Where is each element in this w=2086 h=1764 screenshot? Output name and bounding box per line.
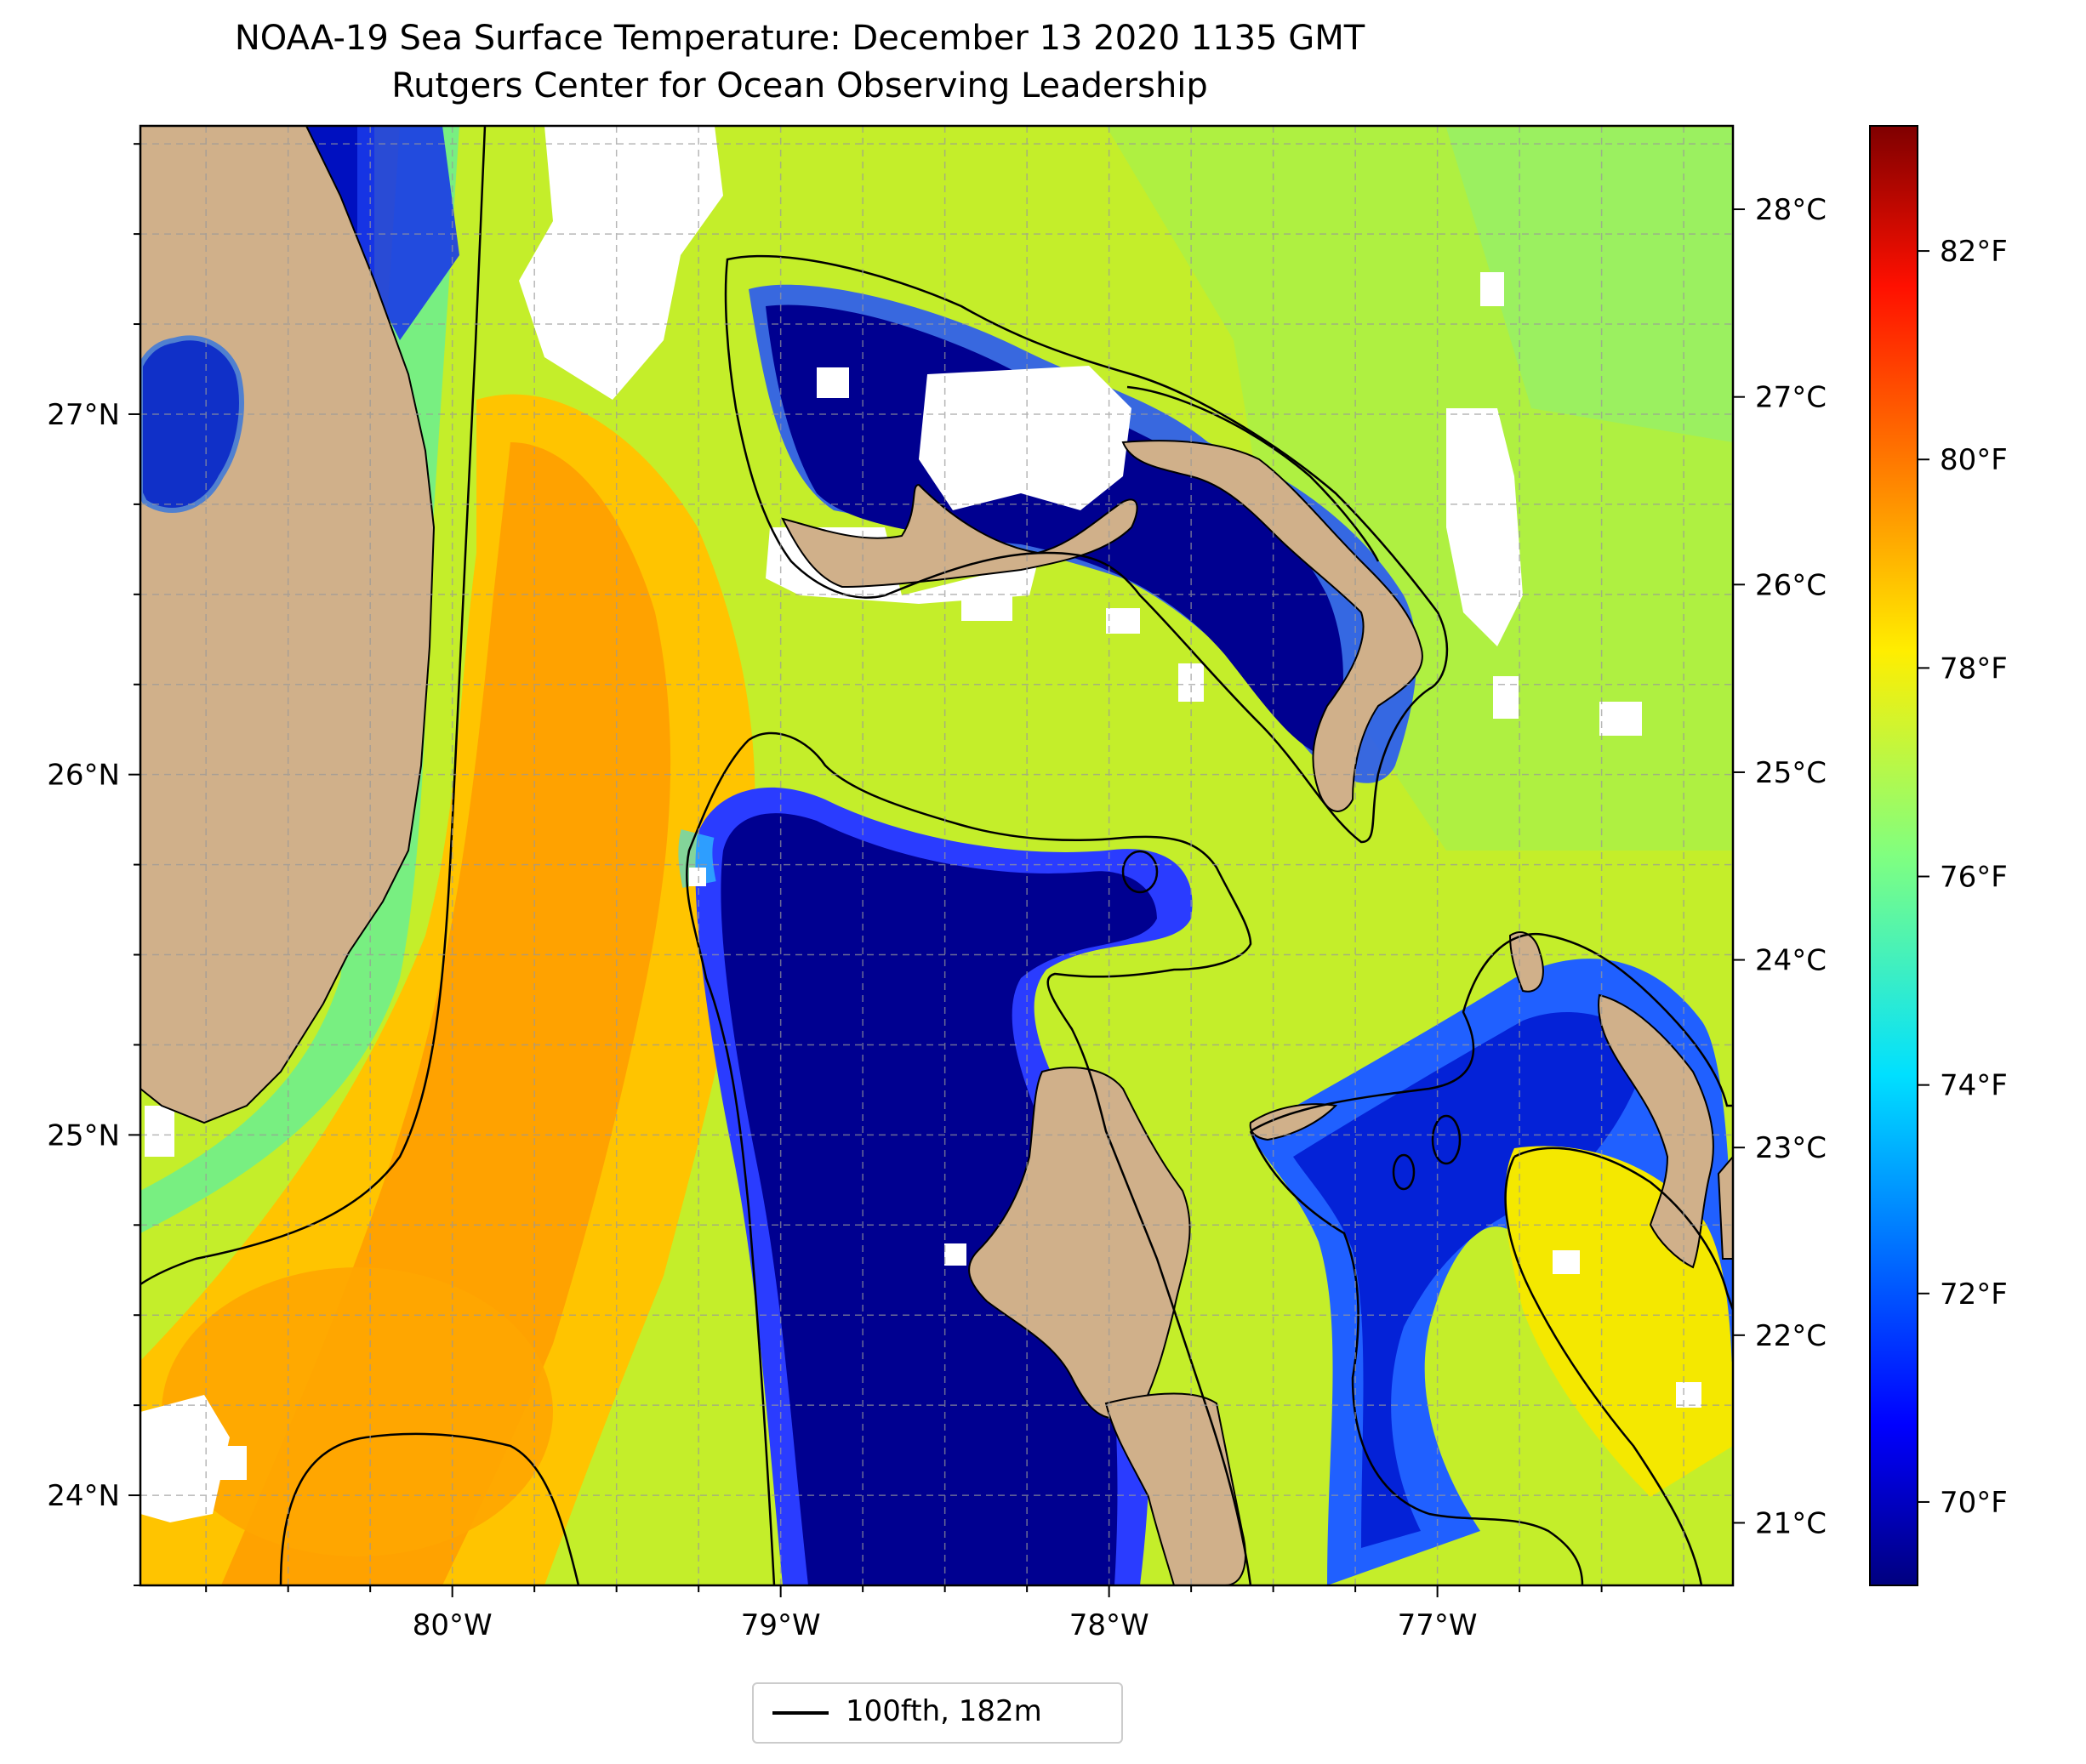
cloud-patch xyxy=(1446,408,1523,646)
celsius-tick-label: 28°C xyxy=(1755,193,1827,227)
gridlines xyxy=(140,126,1733,1585)
eleuthera xyxy=(1598,993,1714,1269)
andros-south xyxy=(1104,1392,1246,1585)
eleuthera-north xyxy=(1508,931,1544,993)
figure-title: NOAA-19 Sea Surface Temperature: Decembe… xyxy=(234,19,1365,58)
lon-tick-label: 79°W xyxy=(741,1608,821,1642)
fahrenheit-tick-label: 80°F xyxy=(1940,443,2008,477)
celsius-tick-label: 22°C xyxy=(1755,1319,1827,1353)
legend: 100fth, 182m xyxy=(752,1682,1123,1744)
little-bahama-bank xyxy=(766,304,1343,758)
bathymetry-contours xyxy=(140,126,1733,1585)
sst-field xyxy=(140,126,1733,1585)
legend-label: 100fth, 182m xyxy=(846,1694,1042,1728)
legend-line-swatch xyxy=(772,1711,829,1715)
gulf-stream-core xyxy=(221,442,671,1585)
land xyxy=(140,126,1733,1585)
lon-tick-label: 77°W xyxy=(1398,1608,1478,1642)
contour-cay-sal xyxy=(279,1432,580,1585)
map-axes: 80°W 79°W 78°W 77°W 24°N 25°N 26°N 27°N xyxy=(47,143,1685,1642)
cloud-patch xyxy=(140,1395,230,1522)
celsius-tick-label: 25°C xyxy=(1755,756,1827,790)
contour-little-bahama-bank xyxy=(724,254,1449,844)
cloud-patch xyxy=(919,366,1131,510)
figure-subtitle: Rutgers Center for Ocean Observing Leade… xyxy=(391,66,1208,105)
contour-tongue-east xyxy=(748,731,1252,1585)
lat-tick-label: 24°N xyxy=(47,1479,120,1513)
new-providence xyxy=(1249,1103,1338,1141)
fahrenheit-tick-label: 74°F xyxy=(1940,1069,2008,1103)
colorbar xyxy=(1869,125,1918,1586)
colorbar-axes: 70°F 72°F 74°F 76°F 78°F 80°F 82°F 21°C 22°C 23°C… xyxy=(1733,193,2008,1540)
contour-tongue-west xyxy=(686,739,776,1585)
contour-100fth xyxy=(140,126,487,1286)
fahrenheit-tick-label: 70°F xyxy=(1940,1486,2008,1520)
fahrenheit-tick-label: 72°F xyxy=(1940,1277,2008,1312)
great-abaco xyxy=(1121,440,1423,812)
celsius-tick-label: 26°C xyxy=(1755,568,1827,602)
fahrenheit-tick-label: 78°F xyxy=(1940,652,2008,686)
fahrenheit-tick-label: 82°F xyxy=(1940,235,2008,269)
celsius-tick-label: 23°C xyxy=(1755,1131,1827,1165)
grand-bahama xyxy=(781,483,1138,589)
contour-bahama-south xyxy=(1249,1130,1584,1585)
lat-tick-label: 26°N xyxy=(47,759,120,793)
lat-tick-label: 27°N xyxy=(47,398,120,432)
celsius-tick-label: 24°C xyxy=(1755,944,1827,978)
lon-tick-label: 78°W xyxy=(1069,1608,1149,1642)
tongue-of-ocean xyxy=(721,813,1157,1585)
cloud-patch xyxy=(519,126,723,400)
celsius-tick-label: 21°C xyxy=(1755,1506,1827,1540)
fahrenheit-tick-label: 76°F xyxy=(1940,861,2008,895)
lon-tick-label: 80°W xyxy=(413,1608,493,1642)
lat-tick-label: 25°N xyxy=(47,1118,120,1152)
contour-bahama-north xyxy=(1250,932,1733,1133)
celsius-tick-label: 27°C xyxy=(1755,381,1827,415)
map-frame xyxy=(139,124,1735,1587)
